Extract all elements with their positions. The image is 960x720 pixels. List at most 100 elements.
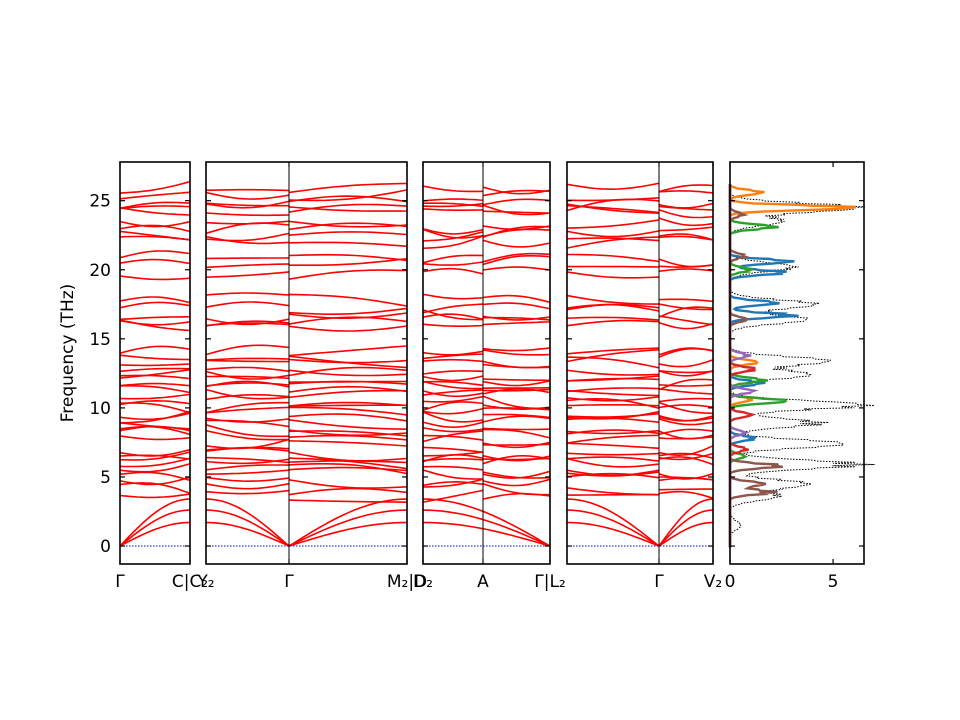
band-line xyxy=(119,367,191,373)
band-line xyxy=(566,204,714,219)
x-tick-label: D₂ xyxy=(413,572,433,592)
band-line xyxy=(566,378,714,393)
band-line xyxy=(566,226,714,238)
band-line xyxy=(423,202,551,216)
band-line xyxy=(205,257,408,269)
band-line xyxy=(422,407,551,415)
band-line xyxy=(119,191,191,200)
band-line xyxy=(119,319,191,332)
band-line xyxy=(566,319,714,330)
acoustic-branch xyxy=(119,509,191,547)
band-line xyxy=(119,205,191,210)
band-line xyxy=(119,410,191,424)
band-line xyxy=(120,393,191,400)
band-line xyxy=(119,180,191,194)
band-line xyxy=(566,233,714,242)
band-line xyxy=(422,375,550,382)
band-line xyxy=(119,301,191,309)
band-line xyxy=(119,296,191,304)
band-line xyxy=(566,472,714,481)
band-line xyxy=(566,235,714,249)
band-line xyxy=(422,185,551,195)
band-line xyxy=(422,255,551,266)
band-line xyxy=(119,425,191,432)
band-line xyxy=(205,401,408,414)
axis-ticks xyxy=(119,162,864,564)
band-line xyxy=(119,201,191,210)
band-line xyxy=(119,402,191,414)
band-line xyxy=(205,466,408,475)
band-line xyxy=(422,380,551,387)
acoustic-branch xyxy=(422,498,551,547)
band-line xyxy=(205,406,408,416)
band-line xyxy=(422,363,551,375)
band-line xyxy=(119,471,191,482)
band-line xyxy=(566,303,714,318)
band-line xyxy=(119,412,191,421)
band-line xyxy=(422,428,551,443)
x-tick-label: V₂ xyxy=(704,572,722,592)
band-line xyxy=(566,347,714,363)
acoustic-branch xyxy=(205,498,290,547)
band-line xyxy=(422,321,551,327)
band-line xyxy=(205,344,408,357)
y-tick-label: 20 xyxy=(89,261,111,281)
band-line xyxy=(422,302,551,314)
band-line xyxy=(119,374,191,380)
band-line xyxy=(422,252,551,264)
band-line xyxy=(205,189,408,202)
band-line xyxy=(422,388,551,398)
band-line xyxy=(119,435,191,441)
band-line xyxy=(119,368,191,379)
band-line xyxy=(566,434,714,444)
band-line xyxy=(567,264,714,268)
band-line xyxy=(205,222,408,235)
acoustic-branch xyxy=(206,521,290,547)
band-line xyxy=(566,401,714,415)
band-line xyxy=(119,316,190,321)
band-line xyxy=(119,220,191,228)
band-line xyxy=(566,217,714,229)
band-line xyxy=(205,292,408,307)
band-line xyxy=(119,482,191,495)
acoustic-branch xyxy=(288,498,408,547)
band-line xyxy=(422,208,551,214)
band-line xyxy=(119,363,191,367)
band-line xyxy=(566,388,714,397)
y-tick-label: 0 xyxy=(100,537,111,557)
band-line xyxy=(422,313,551,321)
acoustic-branch xyxy=(566,509,660,547)
dos-panel-frame xyxy=(729,161,865,565)
band-line xyxy=(422,235,551,249)
y-tick-label: 5 xyxy=(100,468,111,488)
panel-frames xyxy=(119,161,865,565)
x-tick-label: Γ xyxy=(115,572,125,592)
band-line xyxy=(566,417,714,426)
band-line xyxy=(119,451,191,461)
band-line xyxy=(119,275,191,281)
x-tick-label: Γ xyxy=(284,572,294,592)
acoustic-branch xyxy=(567,521,660,547)
acoustic-branch xyxy=(658,509,714,547)
band-line xyxy=(119,454,191,460)
band-line xyxy=(422,454,551,465)
band-line xyxy=(422,427,550,433)
x-tick-label: Γ|L₂ xyxy=(534,572,566,592)
band-line xyxy=(566,456,714,466)
band-line xyxy=(119,457,191,468)
band-line xyxy=(422,478,551,488)
band-line xyxy=(205,388,407,400)
band-line xyxy=(567,490,714,500)
band-line xyxy=(422,411,551,423)
band-line xyxy=(422,189,551,202)
band-line xyxy=(119,224,191,233)
x-tick-label: C|C₂ xyxy=(172,572,208,592)
band-line xyxy=(205,476,408,489)
acoustic-branch xyxy=(119,521,190,547)
acoustic-branch xyxy=(658,498,714,547)
band-line xyxy=(566,369,714,376)
band-line xyxy=(206,253,408,262)
acoustic-branch xyxy=(423,521,551,547)
